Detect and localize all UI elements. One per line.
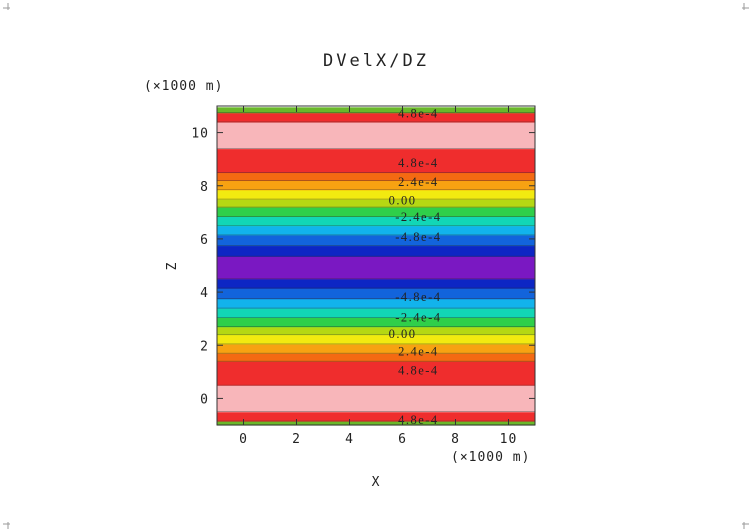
y-tick-label-5: 10 [191, 127, 209, 142]
band-26 [217, 107, 535, 114]
y-tick-label-2: 4 [200, 286, 209, 301]
band-4 [217, 353, 535, 362]
contour-labels: 4.8e-4 4.8e-4 2.4e-4 0.00 -2.4e-4 -4.8e-4 -4.8… [389, 106, 441, 427]
y-axis-ticks: 0 2 4 6 8 10 [191, 127, 535, 407]
band-10 [217, 298, 535, 309]
band-15 [217, 234, 535, 247]
band-2 [217, 385, 535, 413]
y-axis-label: Z [165, 262, 180, 271]
band-18 [217, 207, 535, 217]
corner-marks [3, 3, 749, 529]
y-tick-label-0: 0 [200, 392, 209, 407]
band-17 [217, 216, 535, 227]
band-13 [217, 256, 535, 280]
band-9 [217, 308, 535, 318]
heatmap-bands [217, 107, 535, 426]
band-5 [217, 343, 535, 354]
x-axis-label: X [372, 475, 381, 490]
band-0 [217, 421, 535, 426]
contour-label-4: -2.4e-4 [395, 210, 441, 224]
x-tick-label-2: 4 [345, 432, 354, 447]
band-6 [217, 334, 535, 345]
band-16 [217, 225, 535, 236]
contour-label-6: -4.8e-4 [395, 290, 441, 304]
contour-label-2: 2.4e-4 [398, 175, 439, 189]
x-unit-label: (×1000 m) [451, 450, 530, 465]
contour-label-0: 4.8e-4 [398, 106, 439, 120]
band-1 [217, 411, 535, 422]
x-tick-label-1: 2 [292, 432, 301, 447]
band-24 [217, 121, 535, 150]
contour-label-1: 4.8e-4 [398, 156, 439, 170]
band-19 [217, 199, 535, 208]
contour-label-8: 0.00 [389, 327, 417, 341]
x-tick-label-0: 0 [239, 432, 248, 447]
x-tick-label-5: 10 [500, 432, 518, 447]
x-axis-ticks: 0 2 4 6 8 10 [239, 106, 518, 447]
band-12 [217, 278, 535, 289]
band-8 [217, 317, 535, 328]
x-tick-label-3: 6 [398, 432, 407, 447]
plot-frame [216, 105, 536, 426]
band-22 [217, 172, 535, 182]
contour-label-5: -4.8e-4 [395, 230, 441, 244]
chart-title: DVelX/DZ [323, 51, 429, 71]
contour-label-11: 4.8e-4 [398, 413, 439, 427]
band-23 [217, 148, 535, 174]
band-11 [217, 288, 535, 300]
contour-label-9: 2.4e-4 [398, 344, 439, 358]
y-tick-label-4: 8 [200, 180, 209, 195]
band-3 [217, 361, 535, 386]
x-tick-label-4: 8 [451, 432, 460, 447]
contour-lines [217, 112, 535, 422]
y-tick-label-3: 6 [200, 233, 209, 248]
y-unit-label: (×1000 m) [144, 79, 223, 94]
contour-label-7: -2.4e-4 [395, 310, 441, 324]
contour-label-3: 0.00 [389, 193, 417, 207]
band-25 [217, 112, 535, 123]
band-14 [217, 245, 535, 257]
band-7 [217, 326, 535, 336]
band-21 [217, 180, 535, 191]
contour-label-10: 4.8e-4 [398, 364, 439, 378]
band-20 [217, 189, 535, 200]
y-tick-label-1: 2 [200, 339, 209, 354]
